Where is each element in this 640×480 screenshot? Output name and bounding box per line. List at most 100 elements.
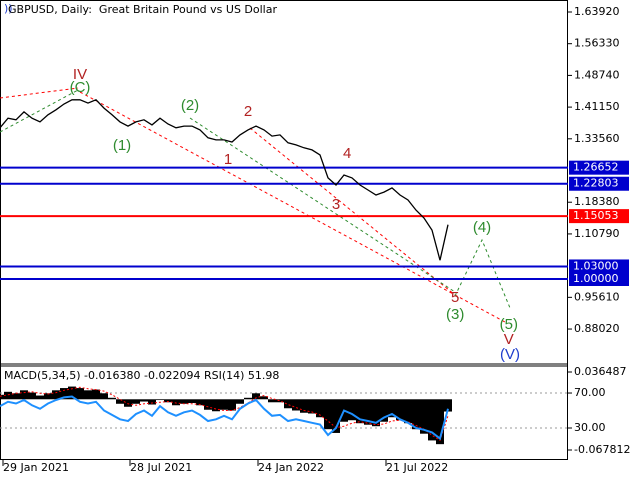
x-tick-label: 24 Jan 2022 [258,461,324,474]
wave-label: (C) [70,79,91,96]
macd-bar [172,399,180,406]
y-tick-label: 1.18380 [574,195,620,208]
wave-line [79,91,506,323]
macd-bar [268,399,276,403]
macd-bar [436,399,444,445]
level-label: 1.15053 [573,209,619,222]
wave-label: 3 [332,196,340,213]
macd-bar [132,399,140,404]
y-tick-label: 0.88020 [574,322,620,335]
y-tick-label: 1.33560 [574,132,620,145]
macd-bar [300,399,308,413]
macd-bar [276,399,284,403]
macd-bar [4,391,12,400]
logo: )) [4,2,13,15]
chart-title: GBPUSD, Daily: Great Britain Pound vs US… [8,3,277,16]
macd-bar [180,399,188,404]
macd-bar [36,395,44,400]
y2-tick-label: 70.00 [574,386,606,399]
macd-bar [68,386,76,400]
x-tick-label: 29 Jan 2021 [3,461,69,474]
macd-bar [20,390,28,400]
wave-label: (V) [500,346,520,363]
macd-bar [44,393,52,400]
macd-bar [212,399,220,412]
macd-bar [284,399,292,409]
macd-bar [52,390,60,400]
wave-label: 2 [244,103,252,120]
wave-line [189,117,456,293]
y-tick-label: 0.036487 [574,365,627,378]
wave-guides [0,87,511,323]
macd-bar [292,399,300,411]
macd-bar [380,399,388,422]
macd-bar [76,388,84,400]
macd-bar [308,399,316,414]
indicator-title: MACD(5,34,5) -0.016380 -0.022094 RSI(14)… [4,369,279,382]
macd-bar [228,399,236,411]
y-tick-label: 0.95610 [574,290,620,303]
level-tag [569,259,629,274]
macd-bar [252,393,260,400]
macd-bar [444,399,452,412]
macd-bar [404,399,412,424]
x-tick-label: 21 Jul 2022 [386,461,448,474]
wave-label: 5 [451,289,459,306]
macd-bar [220,399,228,410]
wave-line [0,89,79,133]
macd-bar [140,399,148,402]
macd-bar [124,399,132,407]
macd-bar [92,389,100,400]
macd-bar [148,399,156,405]
level-label: 1.00000 [573,272,619,285]
macd-bar [12,393,20,400]
macd-bar [356,399,364,424]
level-tag [569,271,629,286]
level-tag [569,176,629,191]
macd-bar [84,390,92,400]
wave-label: (4) [473,219,491,236]
wave-label: V [504,331,514,348]
level-label: 1.03000 [573,259,619,272]
macd-bar [364,399,372,425]
macd-bar [412,399,420,430]
rsi-line [0,395,449,441]
y-tick-label: 1.63920 [574,5,620,18]
macd-bar [324,399,332,430]
macd-bar [108,397,116,400]
macd-bar [60,388,68,400]
frame [0,0,568,460]
macd-bar [388,399,396,418]
macd-bar [28,392,36,400]
level-tag [569,209,629,224]
y-tick-label: 1.41150 [574,100,620,113]
wave-label: 4 [343,145,351,162]
macd-bar [420,399,428,434]
y2-tick-label: 30.00 [574,421,606,434]
wave-line [249,127,456,296]
price-line [0,99,449,261]
macd-bar [0,394,4,400]
macd-bar [100,393,108,400]
macd-bar [196,399,204,406]
macd-bar [428,399,436,441]
y-tick-label: 1.56330 [574,37,620,50]
wave-label: (1) [113,137,131,154]
macd-bar [156,399,164,401]
wave-line [0,87,79,99]
macd-bar [372,399,380,427]
wave-label: 1 [224,151,232,168]
y-tick-label: -0.067812 [574,443,630,456]
level-tag [569,160,629,175]
macd-bar [332,399,340,433]
macd-bar [348,399,356,421]
macd-bar [204,399,212,410]
x-tick-label: 28 Jul 2021 [130,461,192,474]
macd-bar [116,399,124,404]
level-label: 1.26652 [573,161,619,174]
macd-bar [164,399,172,403]
macd-bar [316,399,324,418]
macd-bar [260,396,268,400]
